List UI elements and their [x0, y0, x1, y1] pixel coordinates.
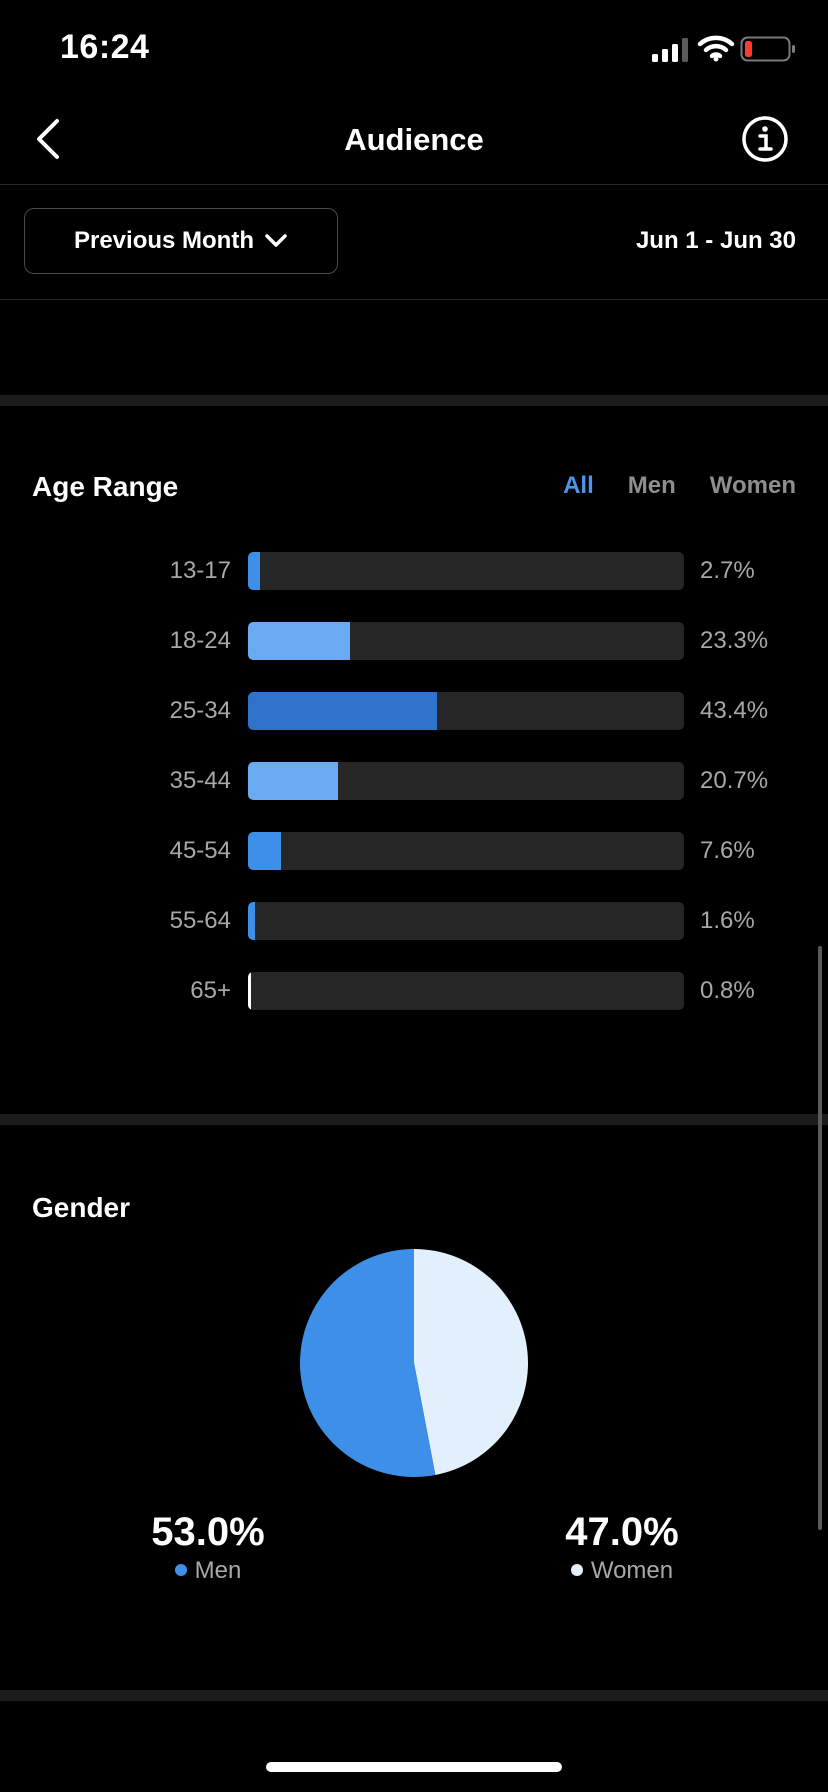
- age-bar: [248, 832, 282, 870]
- age-value-label: 43.4%: [700, 697, 769, 724]
- women-legend-dot: [570, 1563, 583, 1576]
- age-label: 65+: [190, 977, 231, 1004]
- age-bar-track: [248, 902, 684, 940]
- home-indicator[interactable]: [266, 1762, 562, 1772]
- women-percentage: 47.0%: [565, 1510, 679, 1554]
- age-value-label: 23.3%: [700, 627, 769, 654]
- age-row: 65+ 0.8%: [0, 972, 828, 1012]
- age-row: 13-17 2.7%: [0, 552, 828, 592]
- age-value-label: 0.8%: [700, 977, 755, 1004]
- battery-icon: [740, 36, 795, 62]
- tab-men[interactable]: Men: [627, 472, 676, 499]
- age-bar-track: [248, 552, 684, 590]
- age-bar-track: [248, 762, 684, 800]
- women-label: Women: [590, 1557, 674, 1584]
- age-label: 13-17: [169, 557, 231, 584]
- age-bar: [248, 762, 339, 800]
- age-label: 35-44: [169, 767, 231, 794]
- men-legend-dot: [174, 1563, 187, 1576]
- age-value-label: 20.7%: [700, 767, 769, 794]
- chevron-left-icon: [37, 119, 59, 159]
- wifi-icon: [697, 35, 735, 62]
- age-bar-track: [248, 832, 684, 870]
- gender-pie-chart: [299, 1249, 528, 1477]
- age-range-title: Age Range: [32, 471, 179, 502]
- age-bar-track: [248, 692, 684, 730]
- age-bar: [248, 692, 438, 730]
- age-bar: [248, 902, 255, 940]
- tab-women[interactable]: Women: [709, 472, 796, 499]
- age-label: 25-34: [169, 697, 231, 724]
- period-label: Previous Month: [73, 227, 254, 254]
- age-value-label: 7.6%: [700, 837, 755, 864]
- page-title: Audience: [344, 122, 484, 157]
- age-value-label: 1.6%: [700, 907, 755, 934]
- age-label: 18-24: [169, 627, 231, 654]
- back-button[interactable]: [28, 114, 68, 164]
- tab-all[interactable]: All: [563, 472, 594, 499]
- age-row: 25-34 43.4%: [0, 692, 828, 732]
- age-label: 55-64: [169, 907, 231, 934]
- info-icon[interactable]: [740, 114, 790, 164]
- gender-title: Gender: [32, 1192, 131, 1223]
- age-row: 55-64 1.6%: [0, 902, 828, 942]
- section-divider: [0, 1114, 828, 1125]
- filter-row: Previous Month Jun 1 - Jun 30: [0, 185, 828, 300]
- cellular-signal-icon: [652, 38, 688, 62]
- navigation-bar: Audience: [0, 100, 828, 185]
- age-bar: [248, 552, 260, 590]
- status-bar: 16:24: [0, 0, 828, 100]
- age-label: 45-54: [169, 837, 231, 864]
- gender-stat-women: 47.0% Women: [522, 1510, 722, 1585]
- age-row: 35-44 20.7%: [0, 762, 828, 802]
- men-label: Men: [194, 1557, 242, 1584]
- age-bar-track: [248, 972, 684, 1010]
- pie-slice-women: [414, 1249, 528, 1475]
- section-divider: [0, 1690, 828, 1701]
- age-value-label: 2.7%: [700, 557, 755, 584]
- age-bar: [248, 972, 252, 1010]
- gender-stat-men: 53.0% Men: [108, 1510, 308, 1585]
- date-range: Jun 1 - Jun 30: [635, 227, 796, 254]
- age-bar: [248, 622, 350, 660]
- age-bar-track: [248, 622, 684, 660]
- period-dropdown[interactable]: Previous Month: [24, 208, 338, 274]
- section-divider: [0, 395, 828, 406]
- age-filter-tabs: All Men Women: [563, 472, 796, 500]
- pie-slice-men: [299, 1249, 436, 1477]
- men-percentage: 53.0%: [151, 1510, 265, 1554]
- chevron-down-icon: [265, 234, 287, 247]
- age-row: 18-24 23.3%: [0, 622, 828, 662]
- scrollbar[interactable]: [818, 946, 822, 1530]
- status-time: 16:24: [60, 28, 150, 66]
- age-row: 45-54 7.6%: [0, 832, 828, 872]
